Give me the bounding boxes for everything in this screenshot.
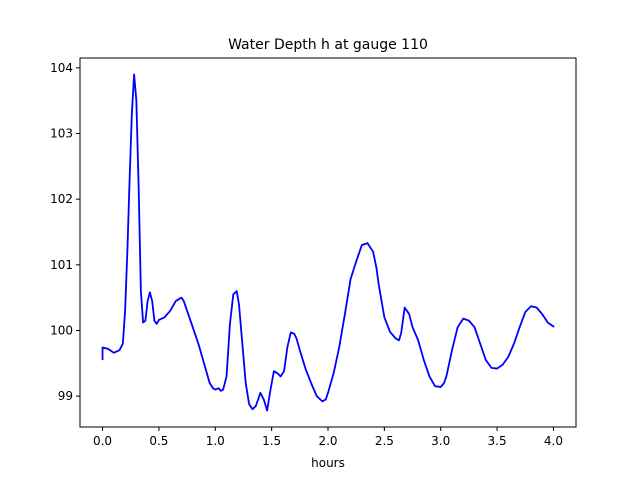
plot-area xyxy=(101,73,555,412)
x-tick-label: 0.5 xyxy=(149,434,168,448)
y-tick-label: 103 xyxy=(50,127,73,141)
series-line-0 xyxy=(101,73,555,412)
x-tick-label: 2.0 xyxy=(318,434,337,448)
y-tick-label: 104 xyxy=(50,61,73,75)
x-tick-label: 3.0 xyxy=(431,434,450,448)
y-tick-label: 100 xyxy=(50,323,73,337)
x-tick-label: 2.5 xyxy=(375,434,394,448)
x-tick-label: 1.0 xyxy=(206,434,225,448)
y-axis: 99 100 101 102 103 104 xyxy=(50,61,80,403)
x-axis: 0.0 0.5 1.0 1.5 2.0 2.5 3.0 3.5 4.0 xyxy=(93,427,563,448)
chart-title: Water Depth h at gauge 110 xyxy=(228,37,428,53)
y-tick-label: 102 xyxy=(50,192,73,206)
x-tick-label: 4.0 xyxy=(544,434,563,448)
x-tick-label: 0.0 xyxy=(93,434,112,448)
x-tick-label: 3.5 xyxy=(488,434,507,448)
x-axis-label: hours xyxy=(311,456,345,470)
x-tick-label: 1.5 xyxy=(262,434,281,448)
y-tick-label: 101 xyxy=(50,258,73,272)
plot-frame xyxy=(79,57,577,428)
y-tick-label: 99 xyxy=(58,389,73,403)
